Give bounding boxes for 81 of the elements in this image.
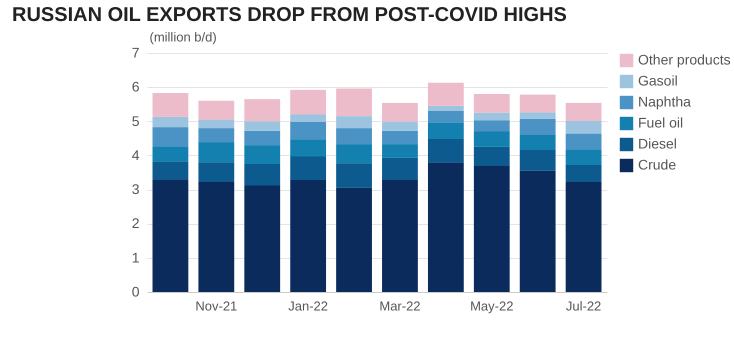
y-tick-label: 5	[132, 112, 140, 129]
legend-label: Fuel oil	[638, 114, 684, 130]
bar	[198, 100, 234, 120]
bar	[290, 122, 326, 140]
x-tick-label: Jul-22	[566, 298, 602, 314]
bar	[474, 166, 510, 292]
bar	[152, 92, 188, 117]
bar	[336, 163, 372, 188]
bar	[382, 102, 418, 122]
bar	[198, 128, 234, 142]
bar	[566, 164, 602, 182]
bar	[520, 170, 556, 292]
bar	[336, 188, 372, 292]
y-tick-label: 7	[132, 44, 140, 60]
bar	[428, 111, 464, 123]
legend-label: Other products	[638, 52, 731, 68]
bar	[382, 130, 418, 144]
x-tick-label: Nov-21	[195, 298, 238, 314]
bar	[336, 88, 372, 116]
bar	[474, 146, 510, 166]
x-tick-label: Jan-22	[288, 298, 328, 314]
chart-title: RUSSIAN OIL EXPORTS DROP FROM POST-COVID HIGHS	[12, 4, 567, 26]
y-tick-label: 6	[132, 78, 140, 95]
y-tick-label: 0	[132, 284, 140, 300]
bar	[566, 120, 602, 134]
y-axis-title: (million b/d)	[150, 30, 217, 44]
bar	[244, 164, 280, 186]
bar	[336, 116, 372, 128]
y-tick-label: 4	[132, 146, 140, 163]
bar	[290, 139, 326, 156]
bar	[290, 114, 326, 122]
bar	[382, 179, 418, 292]
bar	[520, 150, 556, 171]
bar	[382, 144, 418, 158]
legend-label: Naphtha	[638, 94, 692, 110]
bar	[152, 116, 188, 128]
bar	[336, 144, 372, 164]
x-tick-label: Mar-22	[379, 298, 421, 314]
legend-label: Gasoil	[638, 72, 678, 88]
bar	[244, 99, 280, 122]
bar	[520, 134, 556, 150]
bar	[566, 182, 602, 292]
bar	[474, 94, 510, 113]
bar	[520, 118, 556, 135]
bar	[290, 156, 326, 180]
bar	[244, 145, 280, 164]
bar	[520, 112, 556, 119]
bar	[198, 182, 234, 292]
bar	[474, 132, 510, 147]
y-tick-label: 2	[132, 215, 140, 232]
bar	[152, 146, 188, 162]
bar	[566, 102, 602, 121]
bar	[336, 128, 372, 144]
bar	[474, 120, 510, 132]
bar	[382, 122, 418, 131]
bar	[428, 162, 464, 292]
bar	[290, 90, 326, 114]
legend-label: Crude	[638, 156, 676, 172]
bar	[198, 142, 234, 162]
bar	[428, 122, 464, 140]
bar	[428, 106, 464, 112]
bar	[152, 162, 188, 180]
bar	[198, 120, 234, 128]
y-tick-label: 1	[132, 249, 140, 266]
x-tick-label: May-22	[470, 298, 514, 314]
bar	[244, 185, 280, 292]
bar	[566, 149, 602, 165]
bar	[244, 121, 280, 131]
legend-label: Diesel	[638, 136, 677, 152]
bar	[474, 112, 510, 120]
bar	[520, 94, 556, 112]
bar	[244, 130, 280, 146]
bar	[428, 139, 464, 163]
bar	[382, 158, 418, 180]
bar	[152, 127, 188, 146]
bar	[428, 82, 464, 106]
bar	[198, 162, 234, 182]
bar	[566, 134, 602, 150]
y-tick-label: 3	[132, 181, 140, 198]
bar	[152, 179, 188, 292]
bar	[290, 180, 326, 292]
